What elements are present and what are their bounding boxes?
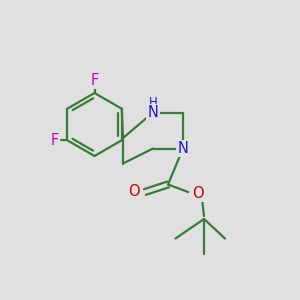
Text: O: O bbox=[128, 184, 140, 199]
Text: F: F bbox=[50, 133, 59, 148]
Text: N: N bbox=[148, 105, 158, 120]
Text: F: F bbox=[90, 73, 99, 88]
Text: H: H bbox=[148, 96, 158, 110]
Text: N: N bbox=[178, 141, 188, 156]
Text: O: O bbox=[192, 186, 204, 201]
